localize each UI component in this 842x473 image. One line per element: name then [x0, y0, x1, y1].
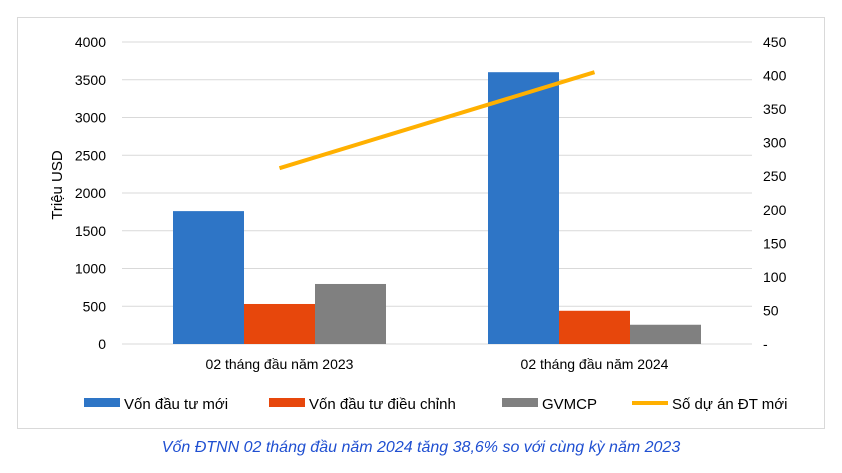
y2-tick-label: 400 — [763, 68, 787, 84]
chart-container: 0 500 1000 1500 2000 2500 3000 3500 4000 - 50 100 15… — [17, 17, 825, 429]
legend-label: Vốn đầu tư điều chỉnh — [309, 396, 456, 413]
y-tick-label: 1500 — [75, 223, 106, 239]
legend-swatch — [269, 398, 305, 407]
y-tick-label: 500 — [83, 298, 107, 314]
chart-caption: Vốn ĐTNN 02 tháng đầu năm 2024 tăng 38,6… — [161, 439, 681, 456]
y-tick-label: 3500 — [75, 72, 106, 88]
bar — [315, 283, 386, 344]
legend-swatch — [84, 398, 120, 407]
y2-tick-label: 350 — [763, 101, 787, 117]
y2-tick-label: 450 — [763, 34, 787, 50]
y2-tick-label: 100 — [763, 269, 787, 285]
legend-label: Vốn đầu tư mới — [124, 396, 228, 413]
y-tick-label: 4000 — [75, 34, 106, 50]
y2-tick-label: 150 — [763, 235, 787, 251]
y2-tick-label: 200 — [763, 202, 787, 218]
bar — [244, 303, 315, 344]
y2-tick-label: 50 — [763, 302, 779, 318]
bar — [173, 211, 244, 344]
y2-tick-label: - — [763, 336, 768, 352]
series-line — [278, 70, 596, 171]
y-tick-label: 2000 — [75, 185, 106, 201]
y-axis-label: Triệu USD — [49, 150, 66, 220]
y2-tick-label: 250 — [763, 168, 787, 184]
legend-label: Số dự án ĐT mới — [672, 396, 787, 413]
y-tick-label: 2500 — [75, 147, 106, 163]
legend-label: GVMCP — [542, 396, 597, 413]
y-tick-label: 1000 — [75, 261, 106, 277]
y2-tick-label: 300 — [763, 135, 787, 151]
bar — [488, 72, 559, 344]
y-tick-label: 0 — [98, 336, 106, 352]
bar — [559, 310, 630, 344]
combo-chart: 0 500 1000 1500 2000 2500 3000 3500 4000 - 50 100 15… — [49, 34, 787, 413]
x-tick-label: 02 tháng đầu năm 2024 — [521, 356, 669, 372]
legend-swatch — [502, 398, 538, 407]
x-tick-label: 02 tháng đầu năm 2023 — [206, 356, 354, 372]
bar — [630, 324, 701, 344]
y-tick-label: 3000 — [75, 110, 106, 126]
